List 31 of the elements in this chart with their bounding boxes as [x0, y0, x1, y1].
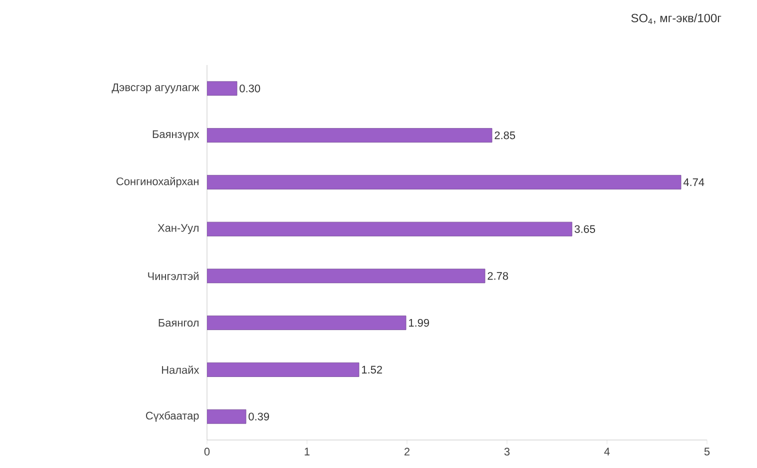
- y-tick-label: Дэвсгэр агуулагж: [112, 84, 200, 94]
- y-tick-label: Чингэлтэй: [148, 272, 198, 280]
- data-label: 1.99: [409, 318, 430, 327]
- y-tick-label: Налайх: [162, 366, 200, 374]
- x-tick-label: 2: [404, 448, 410, 456]
- bar: [207, 362, 360, 377]
- x-tick-label: 0: [204, 448, 210, 456]
- data-label: 2.85: [494, 131, 516, 140]
- data-label: 1.52: [362, 366, 382, 374]
- y-tick-label: Сүхбаатар: [146, 411, 199, 422]
- data-label: 0.30: [240, 84, 260, 92]
- data-label: 3.65: [574, 225, 596, 233]
- bar: [207, 222, 572, 236]
- x-tick-label: 4: [604, 448, 610, 456]
- bar: [207, 409, 246, 424]
- y-tick-label: Баянгол: [158, 319, 198, 327]
- x-tick-label: 5: [704, 448, 710, 456]
- x-tick-label: 3: [504, 448, 510, 456]
- bar: [207, 174, 682, 190]
- bar: [207, 316, 406, 330]
- bar: [207, 128, 492, 143]
- chart-title: SO$_{4}$, мг-экв/100г: [631, 14, 722, 24]
- bar: [207, 268, 486, 284]
- x-tick-label: 1: [304, 448, 310, 456]
- data-label: 0.39: [248, 412, 270, 420]
- y-tick-label: Хан-Уул: [158, 224, 198, 234]
- bar: [207, 81, 238, 96]
- y-tick-label: Баянзүрх: [152, 130, 200, 140]
- data-label: 2.78: [488, 272, 508, 280]
- y-tick-label: Сонгинохайрхан: [116, 176, 198, 188]
- data-label: 4.74: [683, 178, 704, 186]
